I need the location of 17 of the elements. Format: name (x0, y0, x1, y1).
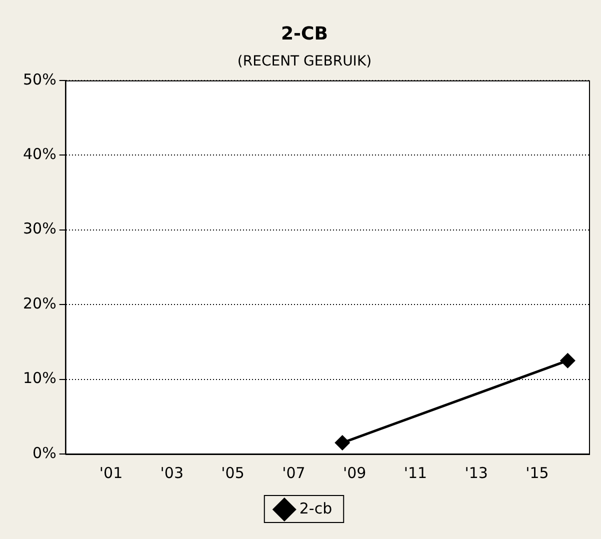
x-tick-label: '01 (99, 464, 123, 482)
x-tick-label: '05 (221, 464, 244, 482)
x-tick-label: '09 (342, 464, 366, 482)
y-tick-label: 10% (22, 369, 56, 388)
x-tick-label: '07 (282, 464, 306, 482)
chart-title: 2-CB (281, 23, 328, 44)
x-tick-label: '15 (526, 464, 549, 482)
y-tick-label: 30% (22, 220, 56, 238)
y-tick-label: 40% (22, 145, 56, 164)
chart-subtitle: (RECENT GEBRUIK) (237, 54, 372, 70)
x-tick-label: '13 (464, 464, 488, 482)
x-tick-label: '11 (404, 464, 428, 482)
y-tick-label: 0% (32, 444, 56, 462)
y-tick-label: 20% (22, 294, 56, 312)
x-tick-label: '03 (160, 464, 184, 482)
y-tick-label: 50% (22, 70, 56, 88)
legend-label: 2-cb (299, 499, 332, 518)
